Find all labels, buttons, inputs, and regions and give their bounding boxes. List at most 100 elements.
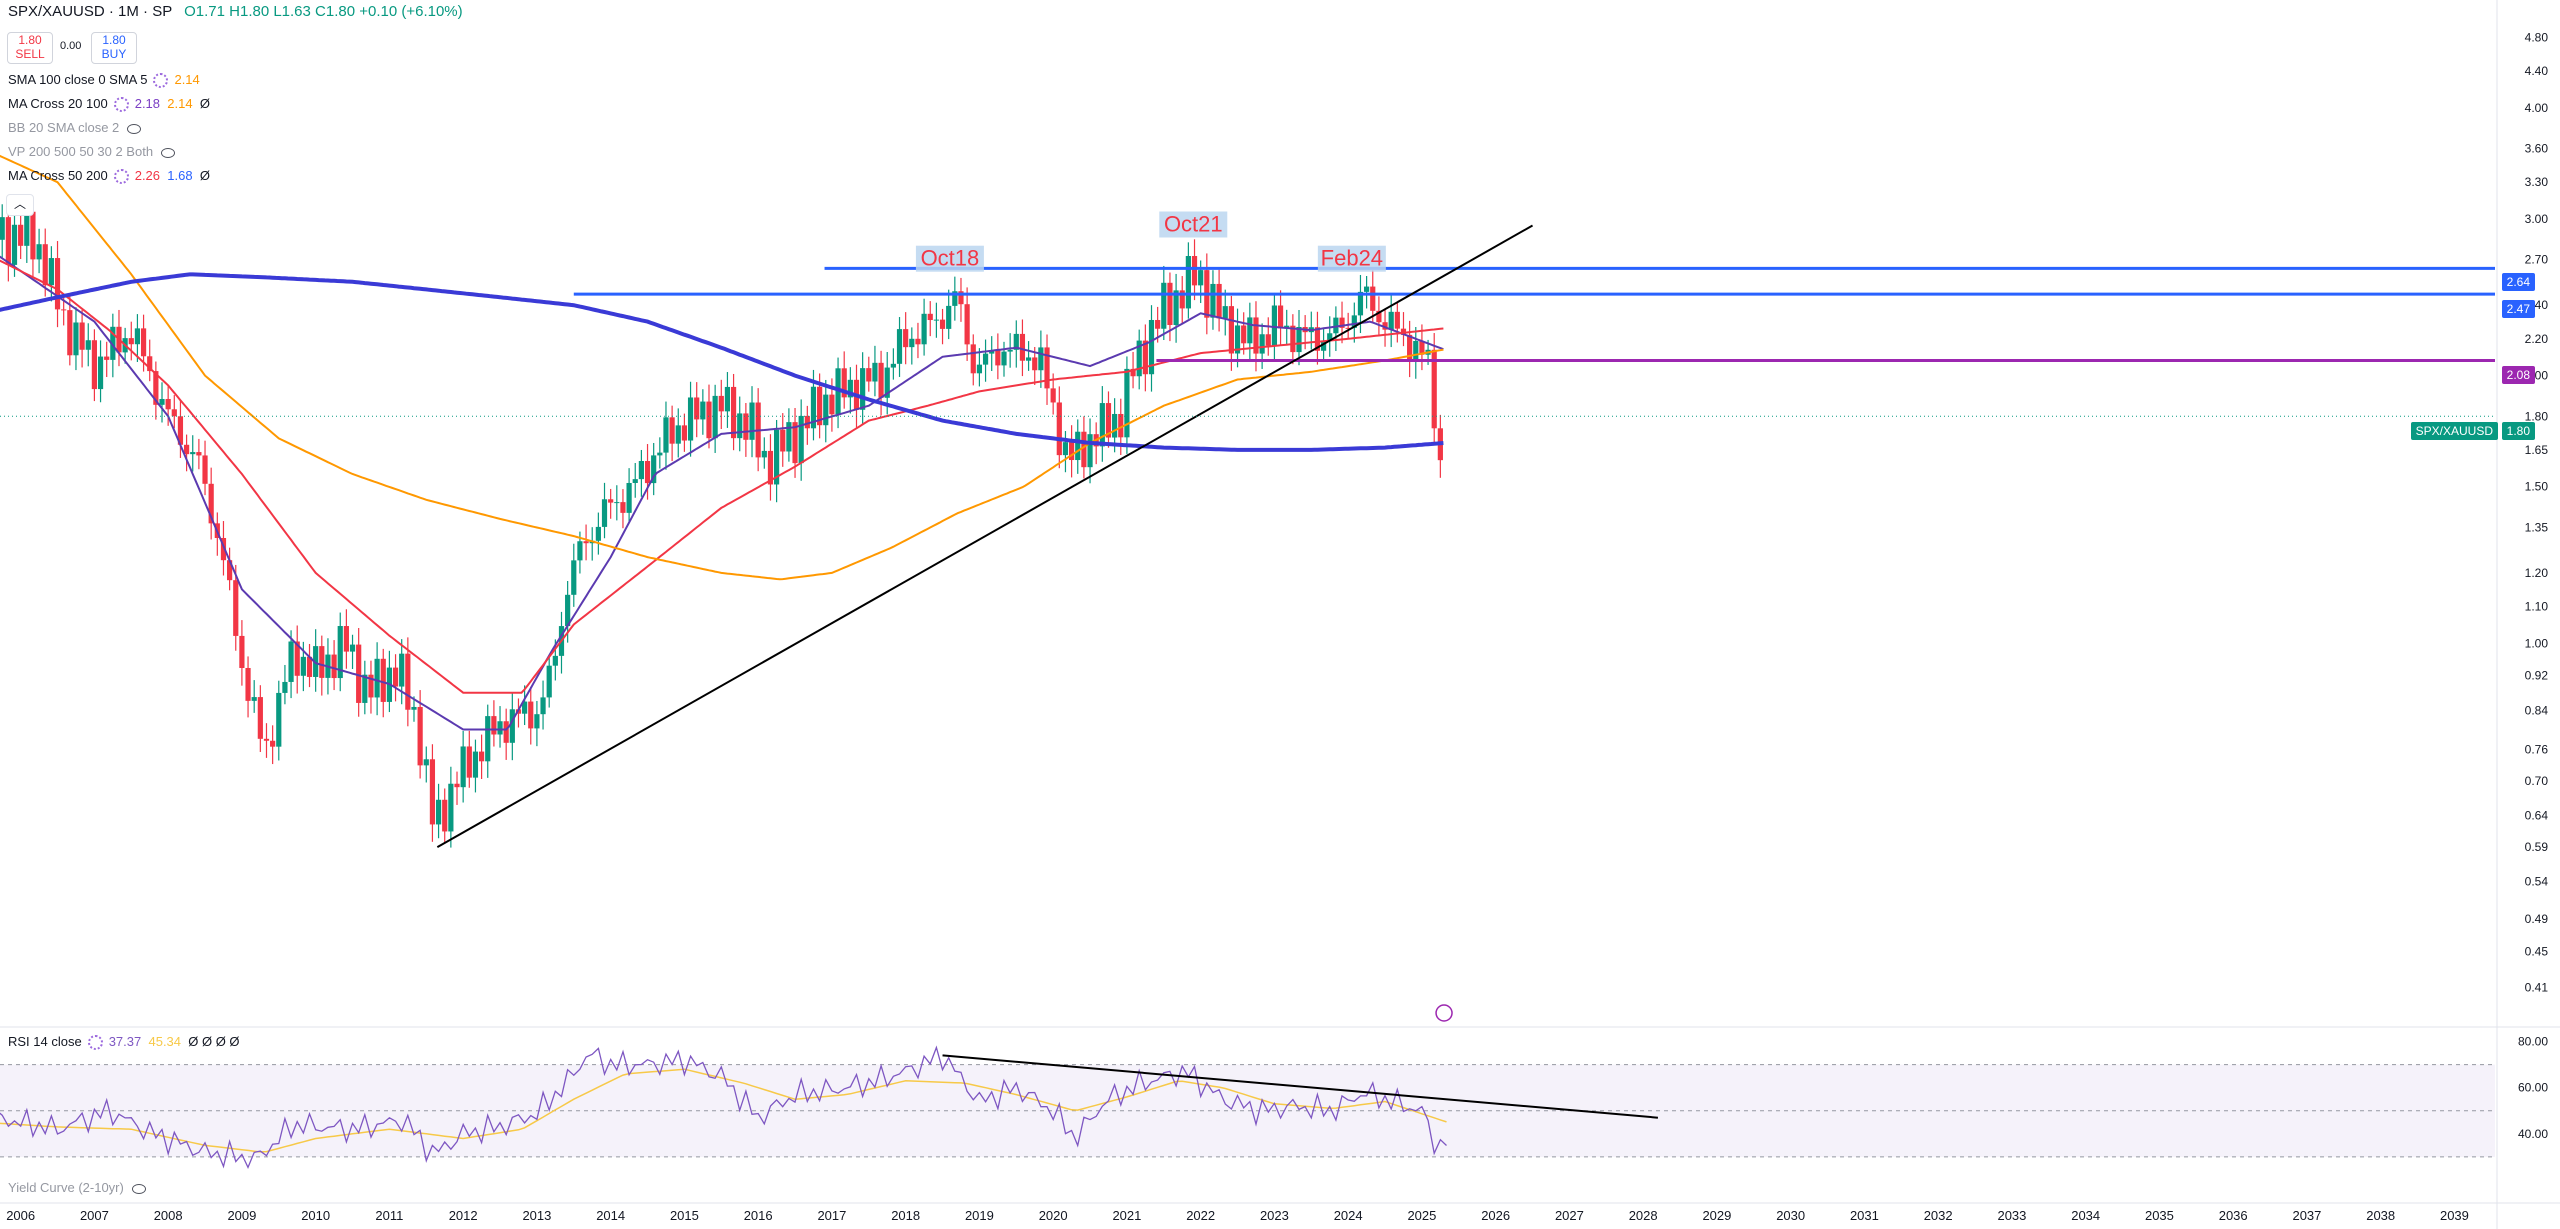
- candle-body: [743, 413, 749, 440]
- candle-body: [442, 799, 448, 832]
- annotation-background: [1159, 211, 1228, 238]
- indicator-rsi[interactable]: RSI 14 close 37.37 45.34 Ø Ø Ø Ø: [8, 1032, 240, 1052]
- candle-body: [153, 371, 159, 405]
- x-tick-label: 2032: [1924, 1208, 1953, 1223]
- ma-line: [0, 154, 1444, 581]
- x-tick-label: 2009: [227, 1208, 256, 1223]
- rsi-band: [0, 1064, 2495, 1157]
- annotation-background: [915, 245, 984, 272]
- candle-body: [958, 291, 964, 305]
- rsi-label: RSI 14 close: [8, 1034, 82, 1049]
- candle-body: [294, 641, 300, 676]
- sell-button[interactable]: 1.80 SELL: [7, 32, 53, 64]
- candle-body: [608, 499, 614, 503]
- candle-body: [5, 217, 11, 265]
- indicator-ma-cross-20-100[interactable]: MA Cross 20 100 2.18 2.14 Ø: [8, 94, 210, 114]
- indicator-sma[interactable]: SMA 100 close 0 SMA 5 2.14: [8, 70, 200, 90]
- candle-body: [233, 580, 239, 636]
- candle-body: [0, 217, 5, 240]
- candle-body: [1339, 317, 1345, 328]
- ma-cross-1-label: MA Cross 20 100: [8, 96, 108, 111]
- price-tag-level-b: 2.47: [2501, 300, 2535, 318]
- candle-body: [767, 450, 774, 485]
- candle-body: [1124, 368, 1130, 438]
- candle-body: [239, 635, 245, 668]
- ma-cross-1-v1: 2.18: [134, 96, 161, 111]
- candle-body: [478, 751, 485, 762]
- candle-body: [91, 340, 98, 390]
- candle-body: [1327, 333, 1333, 341]
- candle-body: [196, 452, 202, 456]
- candle-body: [995, 350, 1001, 366]
- candle-body: [798, 415, 804, 464]
- annotation-label: Oct18: [921, 246, 980, 271]
- candle-body: [227, 560, 233, 581]
- candle-body: [1179, 290, 1185, 309]
- candle-body: [282, 681, 288, 693]
- x-tick-label: 2018: [891, 1208, 920, 1223]
- x-tick-label: 2031: [1850, 1208, 1879, 1223]
- candle-body: [651, 455, 657, 484]
- settings-icon[interactable]: [153, 73, 169, 89]
- candle-body: [485, 716, 491, 762]
- x-tick-label: 2039: [2440, 1208, 2469, 1223]
- x-tick-label: 2015: [670, 1208, 699, 1223]
- candle-body: [300, 656, 306, 676]
- y-tick-label: 0.45: [2525, 945, 2549, 959]
- price-tag-level-c: 2.08: [2501, 366, 2535, 384]
- candle-body: [1407, 334, 1413, 361]
- candle-body: [24, 211, 30, 246]
- settings-icon[interactable]: [113, 97, 129, 113]
- candle-body: [134, 328, 141, 345]
- settings-icon[interactable]: [113, 169, 129, 185]
- candle-body: [374, 658, 380, 698]
- candle-body: [638, 460, 644, 480]
- buy-button[interactable]: 1.80 BUY: [91, 32, 137, 64]
- x-tick-label: 2025: [1407, 1208, 1436, 1223]
- candle-body: [626, 482, 632, 513]
- candle-body: [1136, 340, 1142, 377]
- rsi-tick-label: 60.00: [2518, 1081, 2548, 1095]
- candle-body: [454, 783, 460, 788]
- candle-body: [1259, 334, 1265, 354]
- candle-body: [1388, 311, 1394, 330]
- indicator-ma-cross-50-200[interactable]: MA Cross 50 200 2.26 1.68 Ø: [8, 166, 210, 186]
- x-tick-label: 2027: [1555, 1208, 1584, 1223]
- hidden-eye-icon[interactable]: [161, 147, 176, 158]
- indicator-bb[interactable]: BB 20 SMA close 2: [8, 118, 142, 138]
- candle-body: [208, 483, 214, 524]
- candle-body: [48, 258, 54, 286]
- candle-body: [1013, 333, 1019, 350]
- y-tick-label: 4.00: [2525, 101, 2549, 115]
- candle-body: [349, 644, 356, 652]
- x-tick-label: 2017: [817, 1208, 846, 1223]
- candle-body: [337, 626, 343, 679]
- hidden-eye-icon[interactable]: [131, 1183, 146, 1194]
- candle-body: [97, 356, 104, 390]
- candle-body: [399, 653, 405, 687]
- candle-body: [946, 305, 952, 329]
- candle-body: [927, 313, 933, 321]
- x-tick-label: 2010: [301, 1208, 330, 1223]
- x-tick-label: 2023: [1260, 1208, 1289, 1223]
- candle-body: [1191, 256, 1198, 286]
- candle-body: [1431, 349, 1437, 429]
- indicator-yield-curve[interactable]: Yield Curve (2-10yr): [8, 1178, 146, 1198]
- candle-body: [1161, 282, 1167, 329]
- indicator-vp[interactable]: VP 200 500 50 30 2 Both: [8, 142, 176, 162]
- candle-body: [1185, 256, 1191, 309]
- y-tick-label: 1.00: [2525, 636, 2549, 650]
- candle-body: [1296, 326, 1302, 353]
- candle-body: [644, 460, 651, 484]
- candle-body: [190, 452, 196, 455]
- x-tick-label: 2030: [1776, 1208, 1805, 1223]
- candle-body: [171, 409, 177, 417]
- settings-icon[interactable]: [87, 1035, 103, 1051]
- ma-cross-1-v3: Ø: [199, 96, 210, 111]
- symbol-title[interactable]: SPX/XAUUSD · 1M · SP: [8, 3, 172, 20]
- candle-body: [571, 560, 577, 595]
- collapse-legend-button[interactable]: ︿: [6, 194, 34, 216]
- hidden-eye-icon[interactable]: [127, 123, 142, 134]
- spread-value: 0.00: [60, 40, 82, 52]
